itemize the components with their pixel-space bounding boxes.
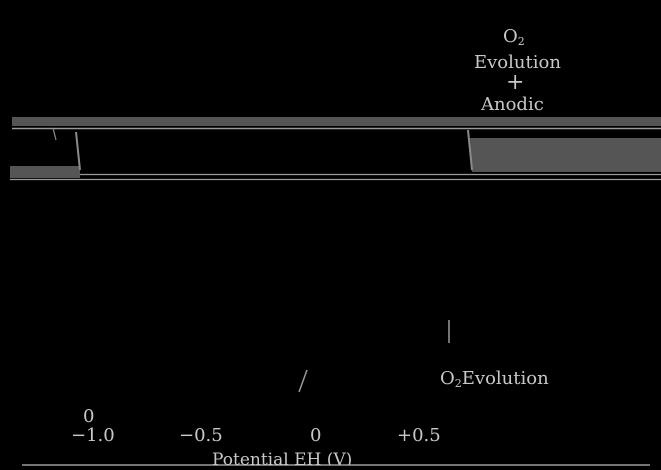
o2-evolution-text: Evolution	[461, 368, 549, 389]
o2-label-top-sub: 2	[517, 35, 525, 48]
x-axis-caption: Potential EH (V)	[212, 452, 353, 465]
tick-label-minus-0-5: −0.5	[179, 425, 223, 446]
left-vertical-edge	[75, 131, 81, 171]
o2-label-top: O2	[503, 26, 525, 48]
o2-evolution-o: O	[440, 368, 455, 389]
plus-label: +	[506, 70, 525, 95]
anodic-boundary	[467, 129, 473, 171]
anodic-shaded-region	[470, 138, 661, 172]
zero-arrow	[298, 369, 308, 393]
zero-above-label: 0	[83, 406, 95, 427]
tick-label-zero: 0	[310, 425, 322, 446]
anodic-label: Anodic	[481, 94, 544, 115]
tick-label-plus-0-5: +0.5	[397, 425, 441, 446]
upper-band	[12, 117, 661, 126]
evolution-label-top: Evolution	[474, 52, 561, 73]
tick-label-minus-1: −1.0	[71, 425, 115, 446]
tick-mark-left	[52, 127, 57, 141]
left-shaded-block	[10, 166, 80, 178]
o2-evolution-label: O2Evolution	[440, 368, 549, 390]
o2-label-top-o: O	[503, 26, 518, 47]
o2-evolution-sub: 2	[454, 377, 462, 390]
